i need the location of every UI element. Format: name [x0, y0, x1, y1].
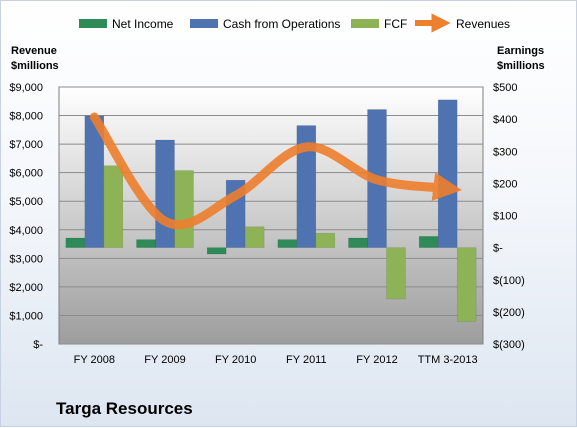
right-tick-label: $(100)	[493, 275, 525, 287]
category-label: TTM 3-2013	[418, 354, 478, 366]
revenue-line-layer	[89, 112, 462, 230]
bar-fcf	[103, 165, 124, 248]
right-axis-title-line2: $millions	[497, 60, 545, 72]
right-tick-label: $(300)	[493, 339, 525, 351]
bar-cash-from-operations	[155, 139, 175, 248]
bar-fcf	[456, 247, 477, 322]
bar-net-income	[277, 239, 298, 248]
right-tick-label: $(200)	[493, 307, 525, 319]
plot-area	[58, 86, 484, 345]
right-tick-label: $-	[493, 243, 503, 255]
legend-swatch-fcf	[351, 19, 379, 28]
left-tick-label: $-	[33, 339, 43, 351]
line-revenues	[89, 112, 462, 230]
company-name: Targa Resources	[56, 399, 193, 418]
left-tick-label: $2,000	[9, 282, 43, 294]
left-axis-title-line1: Revenue	[11, 45, 57, 57]
bar-net-income	[206, 247, 227, 255]
legend-swatch-net-income	[79, 19, 107, 28]
bar-cash-from-operations	[296, 125, 317, 248]
legend-swatch-cash-from-operations	[190, 19, 218, 28]
right-tick-label: $200	[493, 178, 517, 190]
left-tick-label: $3,000	[9, 253, 43, 265]
legend-label-net-income: Net Income	[112, 17, 174, 31]
bar-net-income	[136, 239, 156, 248]
bar-cash-from-operations	[437, 99, 458, 248]
legend-label-fcf: FCF	[384, 17, 407, 31]
left-tick-label: $6,000	[9, 168, 43, 180]
bar-net-income	[65, 237, 86, 248]
category-label: FY 2008	[74, 354, 115, 366]
left-tick-label: $7,000	[9, 139, 43, 151]
right-tick-label: $100	[493, 211, 517, 223]
legend-label-revenues: Revenues	[456, 17, 510, 31]
left-tick-label: $1,000	[9, 310, 43, 322]
left-tick-label: $5,000	[9, 196, 43, 208]
gridlines	[59, 86, 483, 345]
legend: Net Income Cash from Operations FCF Reve…	[79, 13, 510, 33]
right-axis-title-line1: Earnings	[497, 45, 544, 57]
bar-fcf	[244, 226, 265, 248]
left-axis-title-line2: $millions	[11, 60, 59, 72]
right-tick-label: $300	[493, 146, 517, 158]
bar-fcf	[315, 232, 336, 248]
bar-fcf	[386, 247, 406, 300]
left-tick-label: $9,000	[9, 82, 43, 94]
axis-ticks: $- $1,000 $2,000 $3,000 $4,000 $5,000 $6,000 $7…	[9, 82, 524, 366]
right-tick-label: $500	[493, 82, 517, 94]
bar-net-income	[348, 237, 368, 248]
category-label: FY 2010	[215, 354, 256, 366]
category-label: FY 2012	[356, 354, 397, 366]
left-tick-label: $8,000	[9, 111, 43, 123]
category-label: FY 2011	[286, 354, 327, 366]
left-tick-label: $4,000	[9, 225, 43, 237]
right-tick-label: $400	[493, 114, 517, 126]
category-label: FY 2009	[144, 354, 185, 366]
bar-fcf	[174, 170, 194, 248]
bar-net-income	[418, 236, 439, 248]
legend-label-cash-from-operations: Cash from Operations	[223, 17, 340, 31]
